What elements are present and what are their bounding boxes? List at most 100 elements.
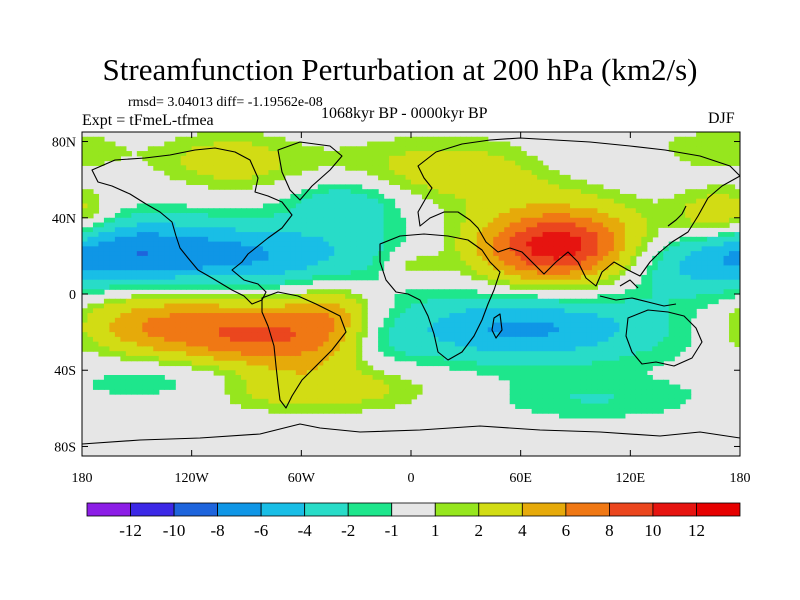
field-cell xyxy=(619,198,626,205)
field-cell xyxy=(575,179,582,186)
field-cell xyxy=(564,189,571,195)
field-cell xyxy=(383,246,390,252)
field-cell xyxy=(98,308,105,314)
field-cell xyxy=(635,394,642,400)
field-cell xyxy=(586,251,593,257)
field-cell xyxy=(476,332,483,338)
field-cell xyxy=(241,155,248,162)
field-cell xyxy=(613,189,620,195)
field-cell xyxy=(498,246,505,252)
field-cell xyxy=(257,251,264,257)
field-cell xyxy=(460,351,467,357)
field-cell xyxy=(345,341,352,348)
field-cell xyxy=(87,227,94,233)
field-cell xyxy=(460,136,467,143)
field-cell xyxy=(668,394,675,400)
field-cell xyxy=(241,389,248,395)
field-cell xyxy=(213,274,220,281)
field-cell xyxy=(389,351,396,357)
field-cell xyxy=(92,203,100,209)
field-cell xyxy=(559,255,566,262)
field-cell xyxy=(559,341,566,348)
field-cell xyxy=(213,279,220,286)
field-cell xyxy=(443,227,450,233)
field-cell xyxy=(262,179,270,186)
field-cell xyxy=(262,246,270,252)
field-cell xyxy=(142,265,149,271)
field-cell xyxy=(602,346,609,352)
field-cell xyxy=(131,351,138,357)
field-cell xyxy=(246,251,253,257)
field-cell xyxy=(679,265,686,271)
field-cell xyxy=(103,146,111,152)
field-cell xyxy=(432,179,440,186)
field-cell xyxy=(438,355,445,362)
field-cell xyxy=(707,136,714,143)
field-cell xyxy=(356,203,363,209)
field-cell xyxy=(449,336,456,343)
field-cell xyxy=(219,241,226,247)
field-cell xyxy=(542,246,549,252)
field-cell xyxy=(246,394,253,400)
field-cell xyxy=(471,165,478,171)
field-cell xyxy=(169,208,176,214)
field-cell xyxy=(400,308,407,314)
field-cell xyxy=(350,255,357,262)
field-cell xyxy=(421,255,429,262)
field-cell xyxy=(465,193,472,200)
field-cell xyxy=(356,365,363,371)
field-cell xyxy=(641,222,648,228)
field-cell xyxy=(460,332,467,338)
field-cell xyxy=(125,227,132,233)
field-cell xyxy=(334,389,341,395)
field-cell xyxy=(630,260,637,267)
field-cell xyxy=(443,336,450,343)
field-cell xyxy=(438,332,445,338)
field-cell xyxy=(136,270,143,276)
field-cell xyxy=(460,341,467,348)
field-cell xyxy=(131,213,138,219)
field-cell xyxy=(394,174,401,181)
field-cell xyxy=(180,146,187,152)
field-cell xyxy=(312,336,319,343)
field-cell xyxy=(323,327,330,333)
field-cell xyxy=(235,241,242,247)
field-cell xyxy=(482,265,489,271)
field-cell xyxy=(548,336,555,343)
field-cell xyxy=(553,222,560,228)
field-cell xyxy=(443,346,450,352)
field-cell xyxy=(120,232,127,238)
field-cell xyxy=(230,174,237,181)
field-cell xyxy=(624,379,631,386)
field-cell xyxy=(394,236,401,243)
field-cell xyxy=(416,384,423,390)
field-cell xyxy=(273,146,280,152)
field-cell xyxy=(443,322,450,328)
field-cell xyxy=(619,355,626,362)
field-cell xyxy=(504,308,511,314)
field-cell xyxy=(553,260,560,267)
field-cell xyxy=(646,327,653,333)
field-cell xyxy=(334,155,341,162)
field-cell xyxy=(504,270,511,276)
field-cell xyxy=(235,317,242,324)
field-cell xyxy=(504,198,511,205)
field-cell xyxy=(553,236,560,243)
field-cell xyxy=(213,227,220,233)
field-cell xyxy=(690,255,697,262)
field-cell xyxy=(575,251,582,257)
field-cell xyxy=(262,217,270,224)
field-cell xyxy=(279,394,286,400)
field-cell xyxy=(580,251,588,257)
field-cell xyxy=(482,274,489,281)
field-cell xyxy=(284,255,291,262)
field-cell xyxy=(202,274,209,281)
field-cell xyxy=(169,317,176,324)
field-cell xyxy=(476,222,483,228)
field-cell xyxy=(646,289,653,295)
field-cell xyxy=(290,351,297,357)
field-cell xyxy=(224,232,231,238)
field-cell xyxy=(454,246,461,252)
field-cell xyxy=(312,260,319,267)
field-cell xyxy=(520,389,527,395)
